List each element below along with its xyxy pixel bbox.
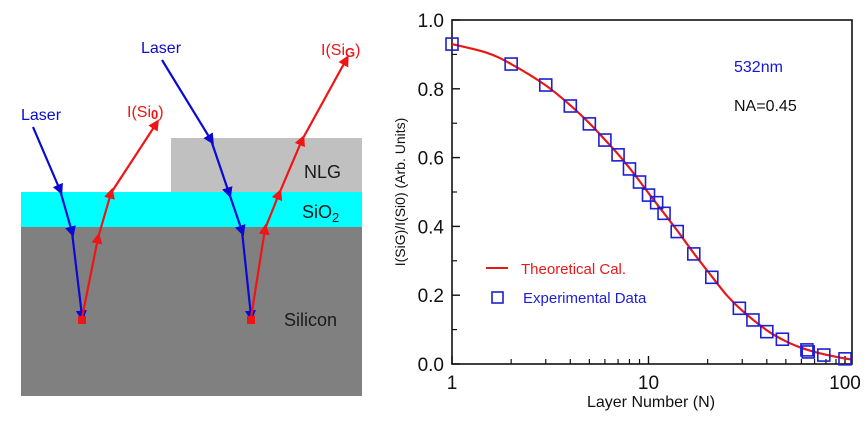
sio2-label-sub: 2 [332,210,339,225]
y-tick-label: 1.0 [418,11,444,32]
sio2-label: SiO2 [302,202,339,225]
annotation-wavelength: 532nm [734,59,783,76]
experimental-point [775,332,790,347]
x-tick-label: 10 [638,373,659,394]
right-incident-ray [161,59,256,322]
experimental-point [670,224,685,239]
right-laser-label: Laser [141,40,182,57]
left-incident-ray [31,126,87,322]
legend-label-experimental: Experimental Data [523,290,647,307]
experimental-point [538,78,553,92]
experimental-point [445,37,459,51]
left-reflected-label-end: ) [158,104,163,121]
reflection-diagram: Laser I(Si0) Laser I(SiG) NLG SiO2 Silic… [21,40,362,396]
experimental-point [816,348,831,362]
experimental-point [657,206,671,221]
legend-square-swatch [491,291,504,304]
left-spot-marker [78,316,86,324]
experimental-point [611,148,625,162]
left-reflected-label-sub: 0 [151,107,158,122]
nlg-label: NLG [304,162,341,182]
experimental-point [632,175,647,189]
legend: Theoretical Cal. Experimental Data [486,261,647,307]
experimental-point [746,313,760,327]
left-laser-label: Laser [21,107,62,124]
x-tick-label: 100 [829,373,861,394]
experimental-point [641,188,656,202]
experimental-point [622,162,637,176]
experimental-point [686,247,701,261]
sio2-layer [21,192,362,227]
left-reflected-label-main: I(Si [127,104,151,121]
y-tick-label: 0.6 [418,149,444,170]
plot-frame [451,19,853,365]
y-axis-label: I(SiG)/I(Si0) (Arb. Units) [392,118,408,267]
y-tick-label: 0.0 [418,355,444,376]
axes: 0.0 0.2 0.4 0.6 0.8 1.0 1 10 100 [418,11,861,394]
right-spot-marker [247,316,255,324]
experimental-point [598,133,612,147]
silicon-label: Silicon [284,310,337,330]
y-tick-label: 0.4 [418,217,445,238]
right-reflected-label-main: I(Si [321,42,345,59]
experimental-point [800,343,814,357]
experimental-point [732,301,747,316]
right-reflected-label-end: ) [355,42,360,59]
experimental-point [649,195,664,210]
experimental-point [838,352,852,366]
x-tick-label: 1 [447,373,458,394]
sio2-label-main: SiO [302,202,332,222]
experimental-point [801,345,816,359]
annotation-na: NA=0.45 [734,98,797,115]
y-tick-label: 0.8 [418,80,444,101]
x-axis-label: Layer Number (N) [587,394,715,411]
right-reflected-label-sub: G [345,45,355,60]
experimental-point [582,117,597,131]
experimental-point [504,57,518,71]
experimental-point [705,270,719,285]
experimental-points-layer [445,37,852,366]
right-reflected-label: I(SiG) [321,42,360,60]
right-reflected-ray [249,55,349,319]
left-reflected-ray [80,119,160,319]
left-reflected-label: I(Si0) [127,104,164,122]
y-tick-label: 0.2 [418,286,444,307]
experimental-point [563,99,578,113]
legend-label-theory: Theoretical Cal. [521,261,626,278]
nlg-layer [171,138,362,192]
experimental-point [760,324,774,339]
